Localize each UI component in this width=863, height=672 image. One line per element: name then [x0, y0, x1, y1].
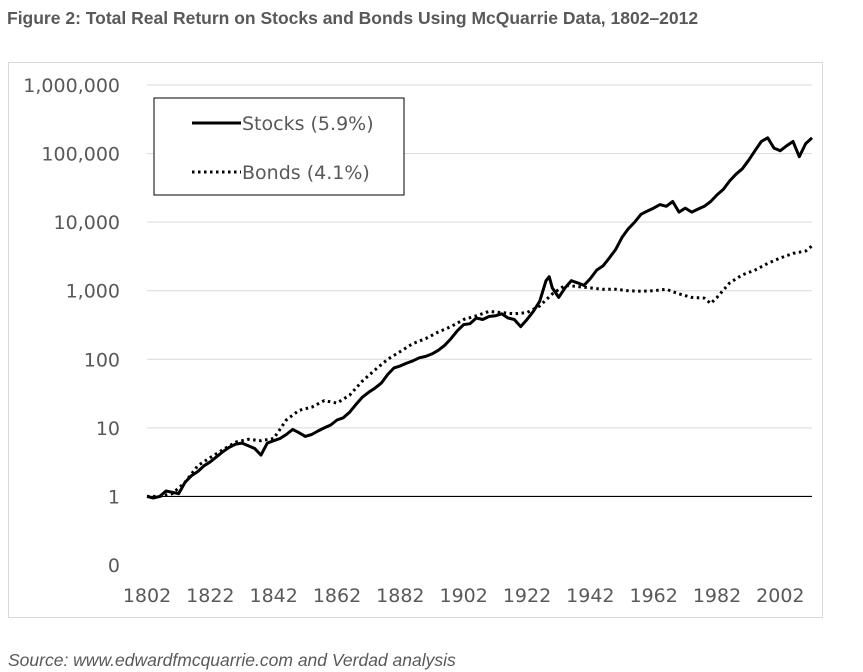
x-tick-label: 1822 [186, 585, 234, 607]
legend-label-bonds: Bonds (4.1%) [242, 162, 370, 184]
y-tick-label: 100 [84, 349, 120, 371]
y-tick-label: 10,000 [54, 212, 120, 234]
series-line-bonds [147, 244, 813, 498]
legend: Stocks (5.9%) Bonds (4.1%) [153, 97, 405, 196]
x-tick-label: 1942 [566, 585, 614, 607]
x-tick-label: 1842 [249, 585, 297, 607]
y-tick-label: 100,000 [41, 144, 120, 166]
source-caption: Source: www.edwardfmcquarrie.com and Ver… [8, 650, 456, 670]
series-lines [146, 136, 814, 500]
series-line-stocks [146, 136, 814, 500]
x-tick-label: 1862 [313, 585, 361, 607]
x-tick-label: 2002 [756, 585, 804, 607]
y-tick-label: 0 [108, 555, 120, 577]
legend-label-stocks: Stocks (5.9%) [242, 113, 374, 135]
x-tick-label: 1922 [503, 585, 551, 607]
y-tick-label: 1,000,000 [23, 75, 120, 97]
y-axis-tick-labels: 0 1 10 100 1,000 10,000 100,000 1,000,000 [23, 75, 120, 577]
x-tick-label: 1802 [123, 585, 171, 607]
y-tick-label: 1 [108, 486, 120, 508]
chart-panel: 0 1 10 100 1,000 10,000 100,000 1,000,000 1802 1… [8, 62, 823, 618]
x-tick-label: 1982 [693, 585, 741, 607]
y-tick-label: 1,000 [66, 281, 120, 303]
x-axis-tick-labels: 1802 1822 1842 1862 1882 1902 1922 1942 1962 1982… [123, 585, 805, 607]
x-tick-label: 1962 [629, 585, 677, 607]
figure-title: Figure 2: Total Real Return on Stocks an… [7, 8, 699, 28]
y-tick-label: 10 [96, 418, 120, 440]
legend-box [153, 97, 405, 196]
x-tick-label: 1882 [376, 585, 424, 607]
x-tick-label: 1902 [439, 585, 487, 607]
